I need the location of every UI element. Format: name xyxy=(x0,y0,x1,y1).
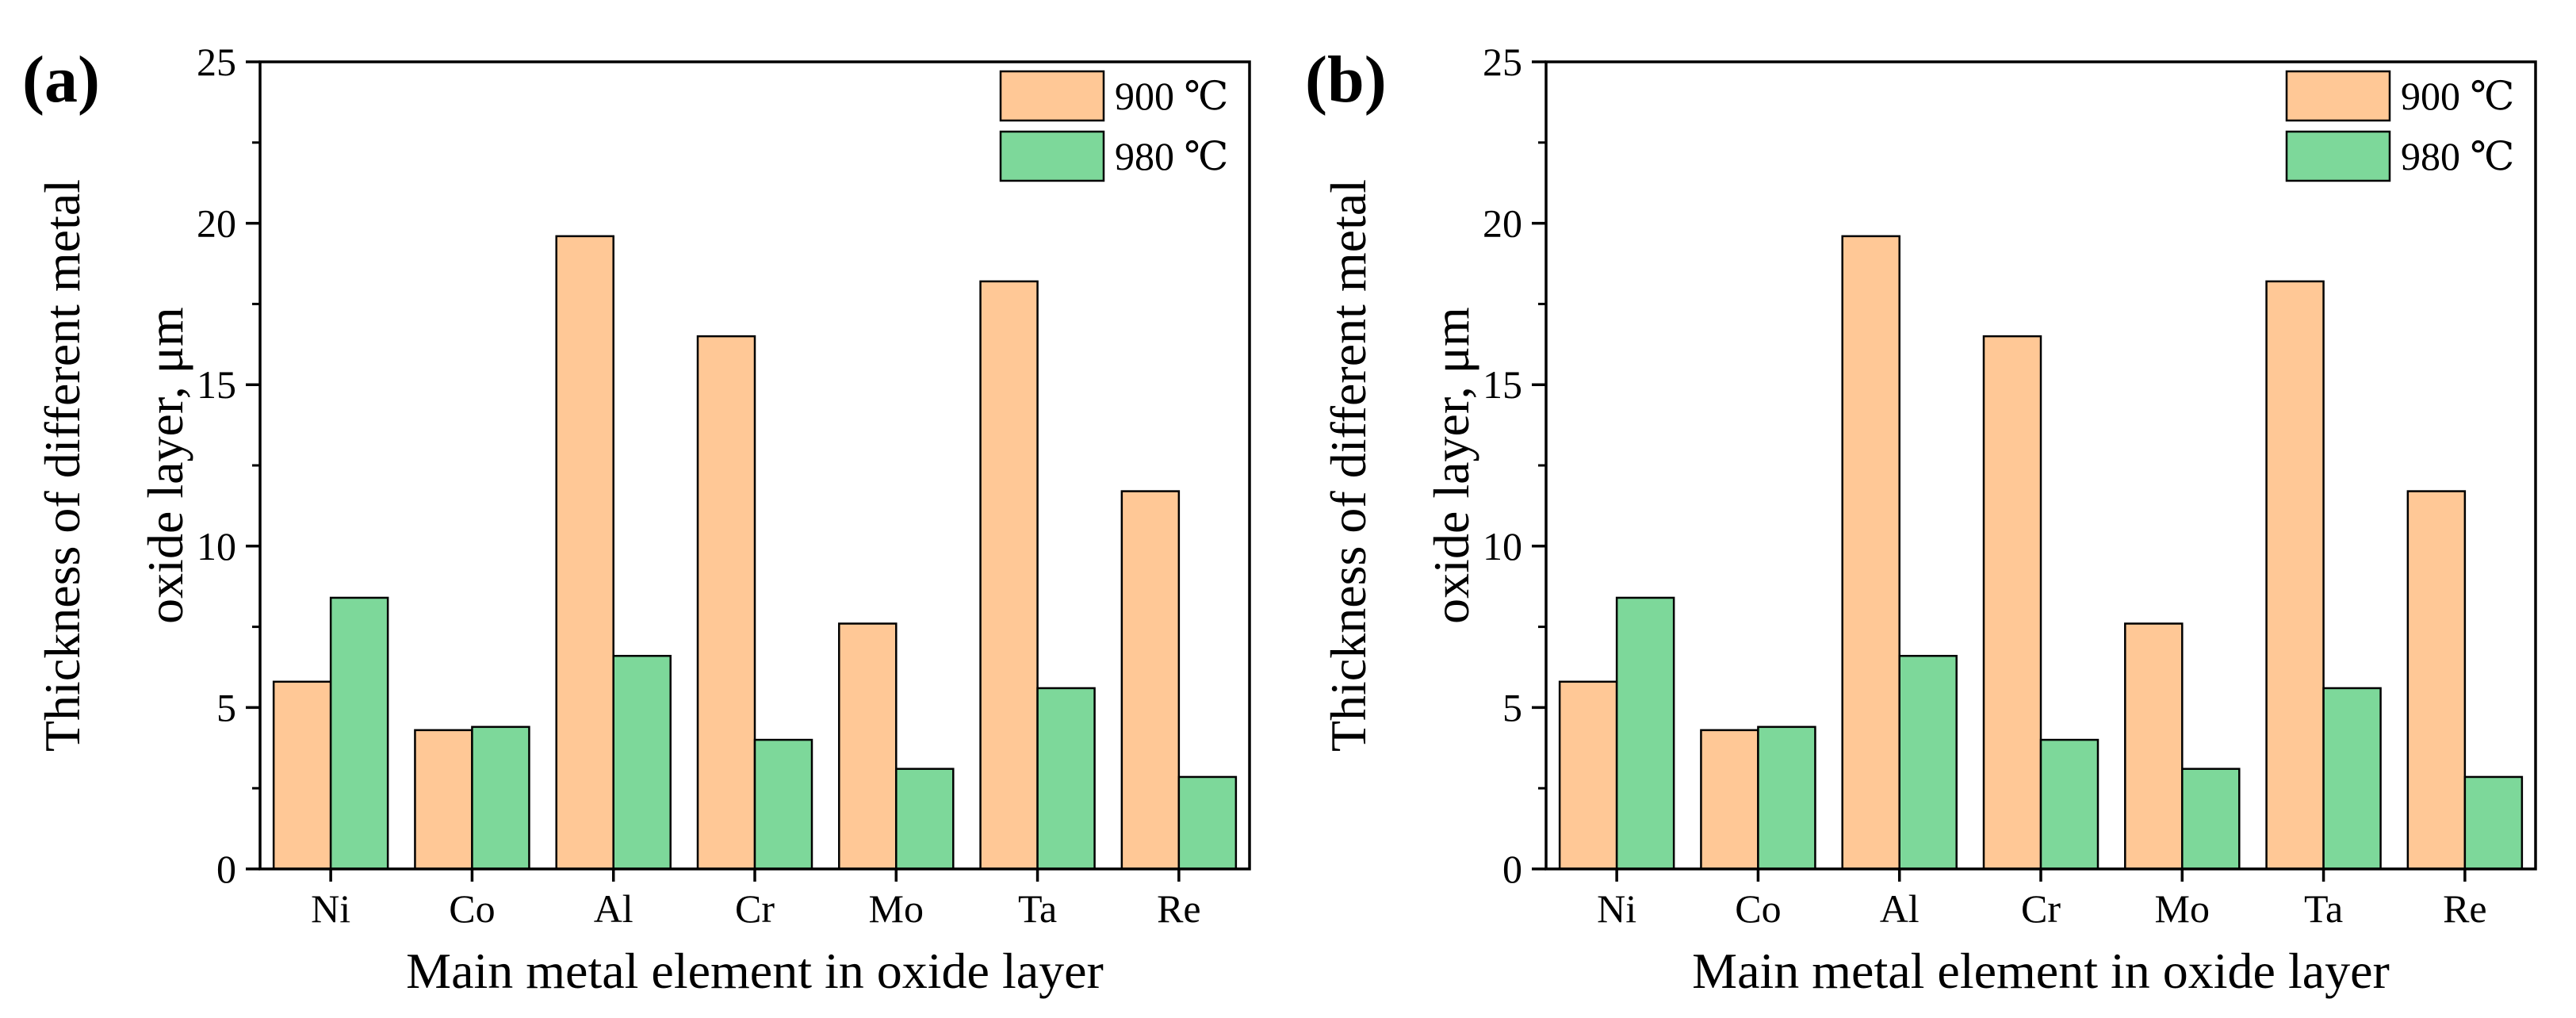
bar-980c-cr xyxy=(2039,738,2099,871)
y-tick-label: 15 xyxy=(197,362,236,407)
bar-980c-ni xyxy=(1615,596,1675,871)
bar-980c-re xyxy=(1177,775,1238,871)
legend-swatch-980c xyxy=(2285,130,2391,182)
bar-900c-co xyxy=(414,729,473,871)
bar-980c-mo xyxy=(895,767,955,871)
x-tick-label: Ta xyxy=(2304,886,2343,931)
y-tick-label: 5 xyxy=(216,685,236,729)
y-axis-title-line2: oxide layer, μm xyxy=(1423,307,1479,624)
x-axis-title: Main metal element in oxide layer xyxy=(1692,943,2390,999)
x-tick-label: Ta xyxy=(1018,886,1057,931)
bar-980c-co xyxy=(471,725,530,871)
x-tick-label: Re xyxy=(1157,886,1201,931)
y-tick-label: 10 xyxy=(1483,524,1522,568)
x-tick-label: Cr xyxy=(2021,886,2061,931)
y-tick-label: 0 xyxy=(1502,847,1522,891)
x-tick-label: Ni xyxy=(1597,886,1636,931)
y-axis-title-line1: Thickness of different metal xyxy=(1320,179,1376,752)
legend-swatch-900c xyxy=(2285,70,2391,122)
bar-900c-cr xyxy=(1982,335,2042,871)
legend-label-980c: 980 ℃ xyxy=(2401,134,2514,178)
bar-900c-co xyxy=(1700,729,1759,871)
bar-900c-al xyxy=(555,235,614,871)
panel-label: (a) xyxy=(22,43,100,117)
bar-980c-co xyxy=(1757,725,1816,871)
x-axis-title: Main metal element in oxide layer xyxy=(406,943,1104,999)
bar-900c-al xyxy=(1841,235,1900,871)
bar-900c-ni xyxy=(272,680,332,871)
bar-980c-cr xyxy=(753,738,813,871)
x-tick-label: Co xyxy=(1735,886,1781,931)
bar-900c-mo xyxy=(2124,622,2184,871)
bar-900c-ta xyxy=(2265,280,2325,871)
legend-label-900c: 900 ℃ xyxy=(2401,74,2514,118)
bar-900c-ni xyxy=(1558,680,1618,871)
x-tick-label: Co xyxy=(449,886,495,931)
bar-900c-mo xyxy=(838,622,898,871)
legend-label-980c: 980 ℃ xyxy=(1115,134,1228,178)
bar-980c-ta xyxy=(1036,687,1096,871)
x-tick-label: Mo xyxy=(2155,886,2210,931)
chart-panel-b: (b) 0 5 10 15 20 25 Ni Co Al Cr Mo Ta Re Main metal el… xyxy=(1305,40,2537,999)
bar-980c-mo xyxy=(2181,767,2241,871)
bar-900c-re xyxy=(2406,490,2467,871)
y-axis-title-line2: oxide layer, μm xyxy=(137,307,193,624)
x-tick-label: Al xyxy=(1880,886,1920,931)
bar-980c-re xyxy=(2463,775,2524,871)
chart-panel-a: (a) 0 5 10 15 20 25 Ni Co Al Cr Mo Ta Re Main metal el… xyxy=(22,40,1251,999)
bar-900c-cr xyxy=(696,335,756,871)
x-tick-label: Ni xyxy=(311,886,350,931)
bar-980c-al xyxy=(612,654,672,871)
legend-swatch-900c xyxy=(999,70,1105,122)
legend-label-900c: 900 ℃ xyxy=(1115,74,1228,118)
y-tick-label: 5 xyxy=(1502,685,1522,729)
bar-980c-al xyxy=(1898,654,1958,871)
x-tick-label: Mo xyxy=(869,886,924,931)
bar-900c-re xyxy=(1120,490,1181,871)
panel-label: (b) xyxy=(1305,43,1387,117)
y-tick-label: 10 xyxy=(197,524,236,568)
x-tick-label: Re xyxy=(2443,886,2487,931)
y-tick-label: 0 xyxy=(216,847,236,891)
bar-980c-ni xyxy=(329,596,389,871)
y-tick-label: 20 xyxy=(1483,201,1522,246)
bar-980c-ta xyxy=(2322,687,2382,871)
legend-swatch-980c xyxy=(999,130,1105,182)
y-tick-label: 25 xyxy=(1483,40,1522,84)
y-tick-label: 15 xyxy=(1483,362,1522,407)
y-tick-label: 25 xyxy=(197,40,236,84)
x-tick-label: Cr xyxy=(735,886,775,931)
y-axis-title-line1: Thickness of different metal xyxy=(34,179,90,752)
x-tick-label: Al xyxy=(594,886,633,931)
bar-900c-ta xyxy=(979,280,1039,871)
y-tick-label: 20 xyxy=(197,201,236,246)
